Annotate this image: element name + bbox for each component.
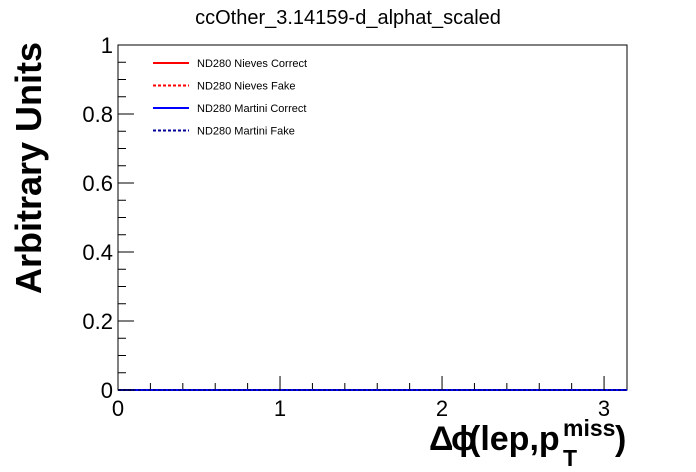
x-axis: 0 1 2 3 [112,376,610,421]
x-tick-label: 3 [598,396,610,421]
chart-title: ccOther_3.14159-d_alphat_scaled [195,7,501,29]
x-tick-label: 1 [274,396,286,421]
x-axis-label-delta: Δ [429,420,453,458]
y-tick-label: 0.6 [82,171,113,196]
legend-label: ND280 Martini Fake [197,126,295,138]
x-axis-label-close: ) [615,420,626,458]
legend-label: ND280 Nieves Fake [197,81,295,93]
y-axis: 0 0.2 0.4 0.6 0.8 1 [82,33,134,403]
legend-label: ND280 Nieves Correct [197,58,307,70]
legend: ND280 Nieves Correct ND280 Nieves Fake ND2… [153,58,307,138]
minor-ticks [118,61,573,390]
y-tick-label: 1 [101,33,113,58]
y-axis-label: Arbitrary Units [8,42,49,294]
x-tick-label: 0 [112,396,124,421]
plot-frame [117,44,628,391]
legend-label: ND280 Martini Correct [197,103,306,115]
y-tick-label: 0.2 [82,309,113,334]
x-axis-label-subscript: T [563,445,577,471]
x-axis-label-superscript: miss [563,415,615,441]
x-axis-label: Δ ϕ (lep,p miss T ) [429,415,626,471]
y-tick-label: 0.4 [82,240,113,265]
x-axis-label-main: (lep,p [469,420,560,458]
x-axis-label-phi: ϕ [451,420,476,458]
x-tick-label: 2 [436,396,448,421]
y-tick-label: 0 [101,378,113,403]
y-tick-label: 0.8 [82,102,113,127]
